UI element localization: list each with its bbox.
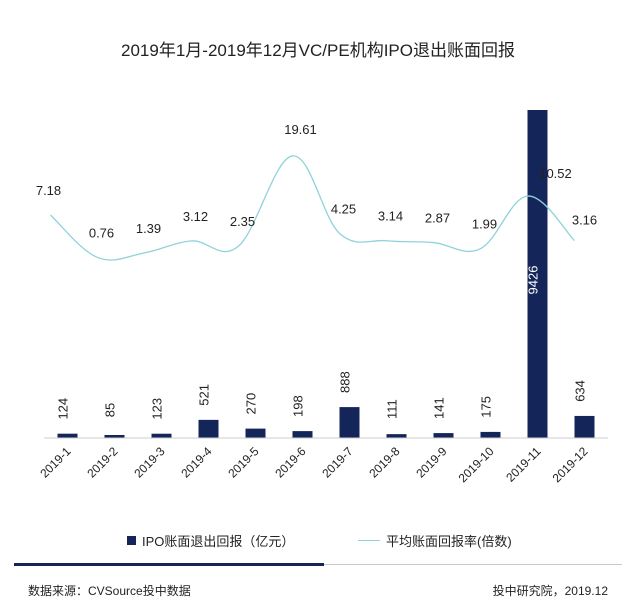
legend-bar-label: IPO账面退出回报（亿元） (142, 534, 295, 549)
bar-2019-11 (527, 110, 548, 438)
bar-label-2019-4: 521 (197, 384, 212, 406)
line-label-2019-8: 3.14 (378, 209, 403, 224)
bar-2019-5 (245, 428, 266, 438)
bar-label-2019-1: 124 (56, 398, 71, 420)
bar-2019-8 (386, 434, 407, 438)
x-tick-2019-9: 2019-9 (413, 444, 450, 481)
bar-2019-4 (198, 419, 219, 438)
bar-2019-6 (292, 431, 313, 438)
line-label-2019-2: 0.76 (89, 225, 114, 240)
bar-2019-2 (104, 435, 125, 438)
line-label-2019-1: 7.18 (36, 183, 61, 198)
chart-title: 2019年1月-2019年12月VC/PE机构IPO退出账面回报 (121, 41, 515, 60)
x-tick-2019-7: 2019-7 (319, 444, 356, 481)
bar-label-2019-10: 175 (479, 396, 494, 418)
combo-chart: 124 85 123 521 270 198 888 111 141 175 9426 634 2019… (36, 110, 608, 485)
line-label-2019-9: 2.87 (425, 211, 450, 226)
x-tick-2019-1: 2019-1 (37, 444, 74, 481)
bar-label-2019-2: 85 (103, 403, 118, 417)
bar-label-2019-9: 141 (432, 397, 447, 419)
x-tick-2019-5: 2019-5 (225, 444, 262, 481)
line-label-2019-5: 2.35 (230, 214, 255, 229)
x-tick-2019-11: 2019-11 (503, 444, 544, 485)
credit-note: 投中研究院，2019.12 (492, 584, 608, 598)
line-label-2019-12: 3.16 (572, 213, 597, 228)
x-tick-2019-4: 2019-4 (178, 444, 215, 481)
footer-divider-dark (14, 563, 324, 566)
legend-bar-entry: IPO账面退出回报（亿元） (127, 531, 294, 550)
legend-line-label: 平均账面回报率(倍数) (386, 534, 512, 549)
line-series-avg-return (50, 155, 575, 261)
x-tick-2019-6: 2019-6 (272, 444, 309, 481)
bar-2019-9 (433, 433, 454, 438)
x-tick-2019-10: 2019-10 (456, 444, 497, 485)
bar-2019-3 (151, 433, 172, 438)
bar-label-2019-6: 198 (291, 395, 306, 417)
bar-label-2019-8: 111 (385, 399, 400, 419)
footer-divider-light (324, 564, 622, 565)
bar-label-2019-5: 270 (244, 393, 259, 415)
line-label-2019-11: 10.52 (539, 166, 572, 181)
legend-line-entry: 平均账面回报率(倍数) (358, 531, 512, 550)
x-tick-2019-2: 2019-2 (84, 444, 121, 481)
line-label-2019-6: 19.61 (284, 122, 317, 137)
line-label-2019-10: 1.99 (472, 217, 497, 232)
legend-line-swatch (358, 540, 380, 541)
line-label-2019-3: 1.39 (136, 221, 161, 236)
bar-2019-7 (339, 407, 360, 438)
bar-label-2019-3: 123 (150, 398, 165, 420)
line-label-2019-4: 3.12 (183, 209, 208, 224)
legend-bar-swatch (127, 536, 136, 545)
bar-label-2019-12: 634 (573, 380, 588, 402)
x-tick-2019-12: 2019-12 (550, 444, 591, 485)
x-tick-2019-8: 2019-8 (366, 444, 403, 481)
data-source-note: 数据来源：CVSource投中数据 (28, 584, 191, 598)
bar-2019-1 (57, 433, 78, 438)
bar-2019-12 (574, 415, 595, 438)
x-tick-2019-3: 2019-3 (131, 444, 168, 481)
bar-label-2019-7: 888 (338, 371, 353, 393)
line-label-2019-7: 4.25 (331, 201, 356, 216)
bar-2019-10 (480, 431, 501, 438)
bar-label-2019-11: 9426 (526, 266, 541, 295)
